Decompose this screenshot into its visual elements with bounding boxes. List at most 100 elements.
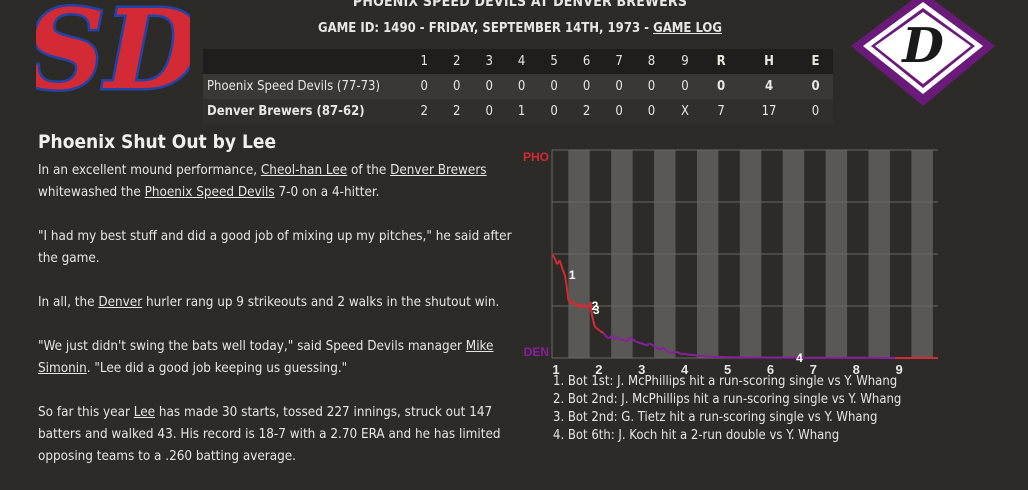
home-logo-text: D	[900, 18, 944, 74]
inning-score: 0	[603, 74, 635, 99]
away-team-logo: SD	[36, 0, 190, 96]
article-paragraph: In all, the Denver hurler rang up 9 stri…	[38, 292, 518, 314]
article-body: In an excellent mound performance, Cheol…	[38, 160, 518, 490]
matchup-title: PHOENIX SPEED DEVILS AT DENVER BREWERS	[200, 0, 840, 10]
scoring-marker: 4	[796, 351, 803, 365]
article-headline: Phoenix Shut Out by Lee	[38, 131, 276, 153]
scoring-note: 1. Bot 1st: J. McPhillips hit a run-scor…	[553, 373, 901, 391]
errors-header: E	[798, 49, 833, 74]
inning-header: 1	[408, 49, 440, 74]
inning-score: 0	[668, 74, 702, 99]
win-prob-segment	[565, 275, 567, 285]
inning-header: 2	[440, 49, 472, 74]
win-prob-segment	[560, 260, 563, 268]
win-prob-segment	[642, 343, 646, 345]
inning-score: 0	[408, 74, 440, 99]
win-prob-segment	[685, 354, 689, 355]
win-prob-segment	[668, 352, 672, 353]
home-team-row: Denver Brewers (87-62) 2 2 0 1 0 2 0 0 X…	[203, 99, 833, 124]
win-prob-segment	[633, 339, 636, 341]
line-score-header: 1 2 3 4 5 6 7 8 9 R H E	[203, 49, 833, 74]
article-paragraph: "We just didn't swing the bats well toda…	[38, 336, 518, 380]
inning-score: 0	[635, 99, 667, 124]
win-prob-segment	[636, 341, 638, 342]
home-label: DEN	[524, 345, 549, 359]
inning-header: 3	[473, 49, 505, 74]
win-prob-segment	[672, 352, 676, 353]
scoring-marker: 3	[593, 303, 600, 317]
home-team-logo: D	[847, 0, 999, 112]
inning-score: 0	[473, 99, 505, 124]
errors-total: 0	[798, 99, 833, 124]
game-info-text: GAME ID: 1490 - FRIDAY, SEPTEMBER 14TH, …	[318, 21, 653, 36]
win-prob-segment	[567, 285, 569, 300]
win-prob-segment	[603, 333, 606, 337]
win-prob-segment	[646, 343, 649, 345]
text-span: In all, the	[38, 295, 98, 310]
game-log-link[interactable]: GAME LOG	[653, 21, 722, 36]
text-span: "We just didn't swing the bats well toda…	[38, 339, 466, 354]
inning-score: 0	[570, 74, 602, 99]
scoring-marker: 1	[569, 268, 576, 282]
hits-total: 17	[740, 99, 798, 124]
win-prob-segment	[650, 343, 653, 345]
win-prob-segment	[597, 329, 600, 331]
runs-header: R	[702, 49, 740, 74]
scoring-note: 3. Bot 2nd: G. Tietz hit a run-scoring s…	[553, 409, 901, 427]
inning-score: 0	[635, 74, 667, 99]
text-span: of the	[347, 163, 390, 178]
inning-header: 7	[603, 49, 635, 74]
win-prob-segment	[595, 327, 598, 329]
inning-header: 6	[570, 49, 602, 74]
game-info: GAME ID: 1490 - FRIDAY, SEPTEMBER 14TH, …	[200, 21, 840, 36]
runs-total: 7	[702, 99, 740, 124]
scoring-notes: 1. Bot 1st: J. McPhillips hit a run-scor…	[553, 373, 901, 445]
win-prob-segment	[694, 355, 698, 356]
inning-score: 0	[473, 74, 505, 99]
inning-score: 0	[538, 99, 570, 124]
away-label: PHO	[523, 150, 549, 164]
text-span: So far this year	[38, 405, 134, 420]
player-link[interactable]: Lee	[134, 405, 155, 420]
inning-score: 1	[505, 99, 537, 124]
text-span: hurler rang up 9 strikeouts and 2 walks …	[142, 295, 499, 310]
inning-score: 2	[570, 99, 602, 124]
hits-header: H	[740, 49, 798, 74]
inning-score: X	[668, 99, 702, 124]
text-span: In an excellent mound performance,	[38, 163, 261, 178]
text-span: whitewashed the	[38, 185, 145, 200]
inning-header: 5	[538, 49, 570, 74]
inning-header: 9	[668, 49, 702, 74]
text-span: 7-0 on a 4-hitter.	[275, 185, 380, 200]
player-link[interactable]: Cheol-han Lee	[261, 163, 347, 178]
article-paragraph: In an excellent mound performance, Cheol…	[38, 160, 518, 204]
win-prob-segment	[676, 352, 680, 354]
inning-score: 2	[408, 99, 440, 124]
win-prob-segment	[638, 342, 642, 343]
win-prob-segment	[562, 269, 565, 275]
errors-total: 0	[798, 74, 833, 99]
away-logo-text: SD	[36, 0, 190, 96]
scoring-note: 4. Bot 6th: J. Koch hit a 2-run double v…	[553, 427, 901, 445]
team-name: Phoenix Speed Devils (77-73)	[203, 74, 408, 99]
team-link[interactable]: Denver Brewers	[390, 163, 486, 178]
away-team-row: Phoenix Speed Devils (77-73) 0 0 0 0 0 0…	[203, 74, 833, 99]
inning-score: 2	[440, 99, 472, 124]
inning-score: 0	[538, 74, 570, 99]
inning-score: 0	[505, 74, 537, 99]
win-prob-segment	[600, 331, 603, 333]
inning-score: 0	[440, 74, 472, 99]
team-column-header	[203, 49, 408, 74]
team-name: Denver Brewers (87-62)	[203, 99, 408, 124]
team-link[interactable]: Denver	[98, 295, 142, 310]
hits-total: 4	[740, 74, 798, 99]
line-score-table: 1 2 3 4 5 6 7 8 9 R H E Phoenix Speed De…	[203, 49, 833, 124]
inning-header: 4	[505, 49, 537, 74]
text-span: . "Lee did a good job keeping us guessin…	[87, 361, 347, 376]
scoring-note: 2. Bot 2nd: J. McPhillips hit a run-scor…	[553, 391, 901, 409]
article-paragraph: So far this year Lee has made 30 starts,…	[38, 402, 518, 468]
inning-header: 8	[635, 49, 667, 74]
article-paragraph: "I had my best stuff and did a good job …	[38, 226, 518, 270]
team-link[interactable]: Phoenix Speed Devils	[145, 185, 275, 200]
